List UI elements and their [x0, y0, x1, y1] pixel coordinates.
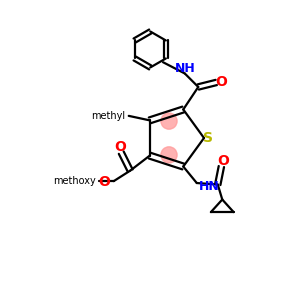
Circle shape — [161, 147, 177, 163]
Text: NH: NH — [174, 61, 195, 75]
Text: S: S — [203, 131, 214, 145]
Text: HN: HN — [199, 180, 220, 193]
Text: O: O — [114, 140, 126, 154]
Text: O: O — [98, 175, 110, 189]
Text: O: O — [216, 76, 228, 89]
Circle shape — [161, 113, 177, 129]
Text: O: O — [217, 154, 229, 168]
Text: methoxy: methoxy — [53, 176, 96, 186]
Text: methyl: methyl — [92, 111, 126, 121]
